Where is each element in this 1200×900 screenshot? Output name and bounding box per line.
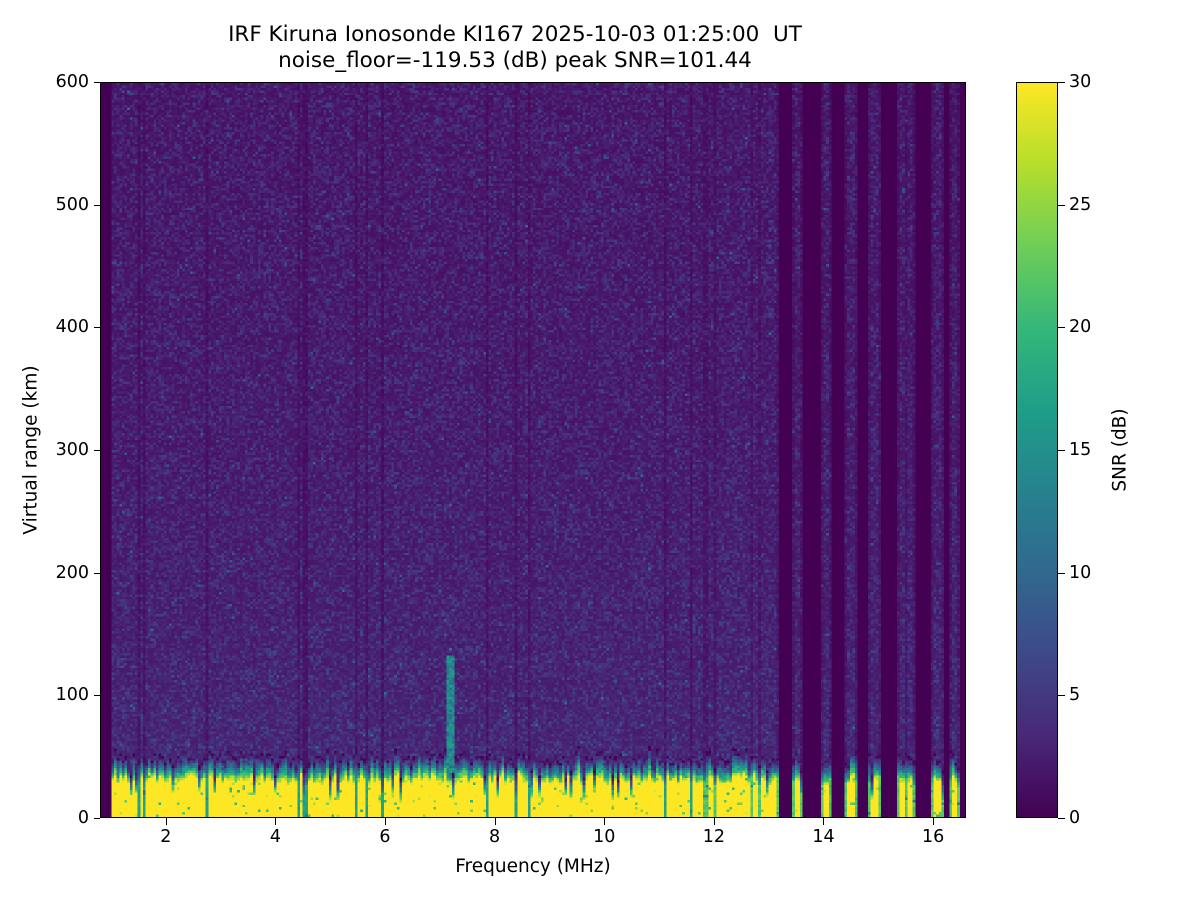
colorbar-label: SNR (dB) bbox=[1109, 408, 1131, 492]
ionogram-heatmap bbox=[101, 83, 965, 817]
colorbar-tick-label: 5 bbox=[1069, 685, 1081, 706]
x-tick-mark bbox=[823, 818, 825, 825]
x-tick-mark bbox=[494, 818, 496, 825]
y-tick-label: 300 bbox=[55, 440, 89, 460]
colorbar-gradient bbox=[1017, 83, 1057, 817]
y-tick-label: 500 bbox=[55, 194, 89, 215]
x-tick-label: 14 bbox=[812, 827, 835, 847]
x-tick-mark bbox=[165, 818, 167, 825]
y-tick-mark bbox=[93, 818, 100, 819]
y-tick-mark bbox=[93, 204, 100, 206]
y-tick-label: 0 bbox=[77, 808, 89, 828]
colorbar-tick-label: 20 bbox=[1069, 317, 1092, 338]
x-tick-label: 16 bbox=[921, 827, 945, 847]
colorbar bbox=[1016, 82, 1058, 818]
colorbar-tick-label: 15 bbox=[1069, 440, 1092, 460]
x-axis-label: Frequency (MHz) bbox=[455, 856, 611, 877]
y-tick-mark bbox=[93, 572, 100, 574]
figure-title: IRF Kiruna Ionosonde KI167 2025-10-03 01… bbox=[0, 22, 1030, 74]
x-tick-mark bbox=[275, 818, 277, 825]
y-axis-label: Virtual range (km) bbox=[20, 365, 42, 535]
colorbar-tick-label: 30 bbox=[1069, 72, 1092, 92]
y-tick-mark bbox=[93, 82, 100, 83]
colorbar-tick-mark bbox=[1058, 818, 1065, 819]
colorbar-tick-mark bbox=[1058, 204, 1065, 206]
heatmap-axes bbox=[100, 82, 966, 818]
x-tick-label: 10 bbox=[593, 827, 616, 847]
colorbar-tick-mark bbox=[1058, 450, 1065, 451]
colorbar-tick-label: 10 bbox=[1069, 562, 1092, 583]
x-tick-mark bbox=[933, 818, 935, 825]
y-tick-mark bbox=[93, 450, 100, 451]
x-tick-mark bbox=[604, 818, 606, 825]
x-tick-label: 4 bbox=[269, 827, 281, 847]
colorbar-tick-mark bbox=[1058, 572, 1065, 574]
x-tick-label: 12 bbox=[702, 827, 725, 847]
x-tick-mark bbox=[713, 818, 715, 825]
y-tick-label: 400 bbox=[55, 317, 89, 338]
y-tick-mark bbox=[93, 695, 100, 697]
title-line-noise-snr: noise_floor=-119.53 (dB) peak SNR=101.44 bbox=[278, 48, 752, 74]
x-tick-mark bbox=[385, 818, 386, 825]
colorbar-tick-label: 25 bbox=[1069, 194, 1092, 215]
y-tick-label: 600 bbox=[55, 72, 89, 92]
x-tick-label: 8 bbox=[489, 827, 501, 847]
colorbar-tick-mark bbox=[1058, 82, 1065, 83]
colorbar-tick-mark bbox=[1058, 327, 1065, 329]
x-tick-label: 6 bbox=[379, 827, 391, 847]
colorbar-tick-label: 0 bbox=[1069, 808, 1081, 828]
title-line-station: IRF Kiruna Ionosonde KI167 2025-10-03 01… bbox=[228, 22, 802, 47]
x-tick-label: 2 bbox=[160, 827, 172, 847]
y-tick-label: 200 bbox=[55, 562, 89, 583]
y-tick-label: 100 bbox=[55, 685, 89, 706]
colorbar-tick-mark bbox=[1058, 695, 1065, 697]
y-tick-mark bbox=[93, 327, 100, 329]
